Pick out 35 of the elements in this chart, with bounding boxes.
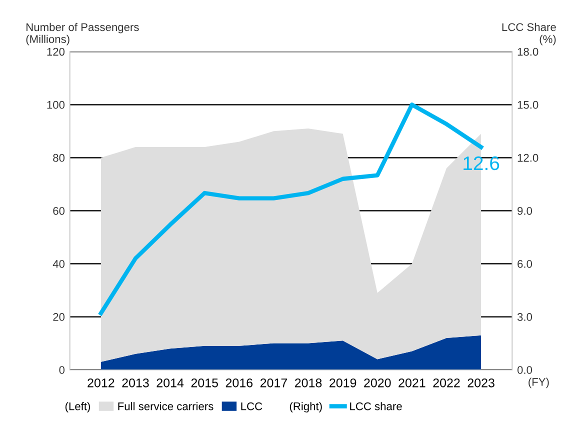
x-tick-label: 2018 [295, 378, 322, 388]
y2-tick-label: 9.0 [518, 206, 532, 215]
legend-label: Full service carriers [118, 402, 214, 410]
x-tick-label: 2020 [364, 378, 391, 388]
y-tick-label: 20 [53, 313, 65, 321]
x-tick-label: 2019 [330, 378, 356, 388]
legend-label: LCC share [350, 402, 402, 410]
x-tick-label: 2016 [226, 378, 253, 388]
text: (Left) [65, 402, 90, 412]
data-label: 12.6 [464, 156, 500, 170]
x-tick-label: 2021 [398, 378, 426, 388]
x-tick-label: 2015 [191, 378, 218, 388]
text: (Right) [290, 402, 322, 412]
y2-tick-label: 15.0 [518, 100, 538, 109]
legend-label: LCC [241, 402, 262, 410]
y-axis-title: Number of Passengers (Millions) [26, 22, 139, 46]
y2-axis-title: LCC Share (%) [502, 22, 556, 46]
x-tick-label: 2014 [156, 378, 184, 388]
x-tick-label: 2013 [122, 378, 149, 388]
x-tick-label: 2012 [88, 378, 114, 388]
y2-tick-label: 6.0 [518, 260, 532, 268]
y-tick-label: 120 [47, 48, 65, 56]
y2-tick-label: 3.0 [517, 313, 532, 321]
y-tick-label: 100 [47, 100, 65, 109]
x-tick-label: 2022 [433, 378, 460, 388]
y2-tick-label: 12.0 [518, 154, 538, 162]
y-tick-label: 60 [53, 206, 65, 215]
x-axis-title: (FY) [528, 378, 549, 388]
x-tick-label: 2017 [260, 378, 287, 388]
x-tick-label: 2023 [468, 378, 494, 388]
y-tick-label: 80 [53, 154, 65, 162]
y-tick-label: 40 [52, 260, 65, 268]
y2-tick-label: 0.0 [517, 366, 532, 374]
y-tick-label: 0 [59, 366, 65, 374]
y2-tick-label: 18.0 [518, 48, 538, 56]
